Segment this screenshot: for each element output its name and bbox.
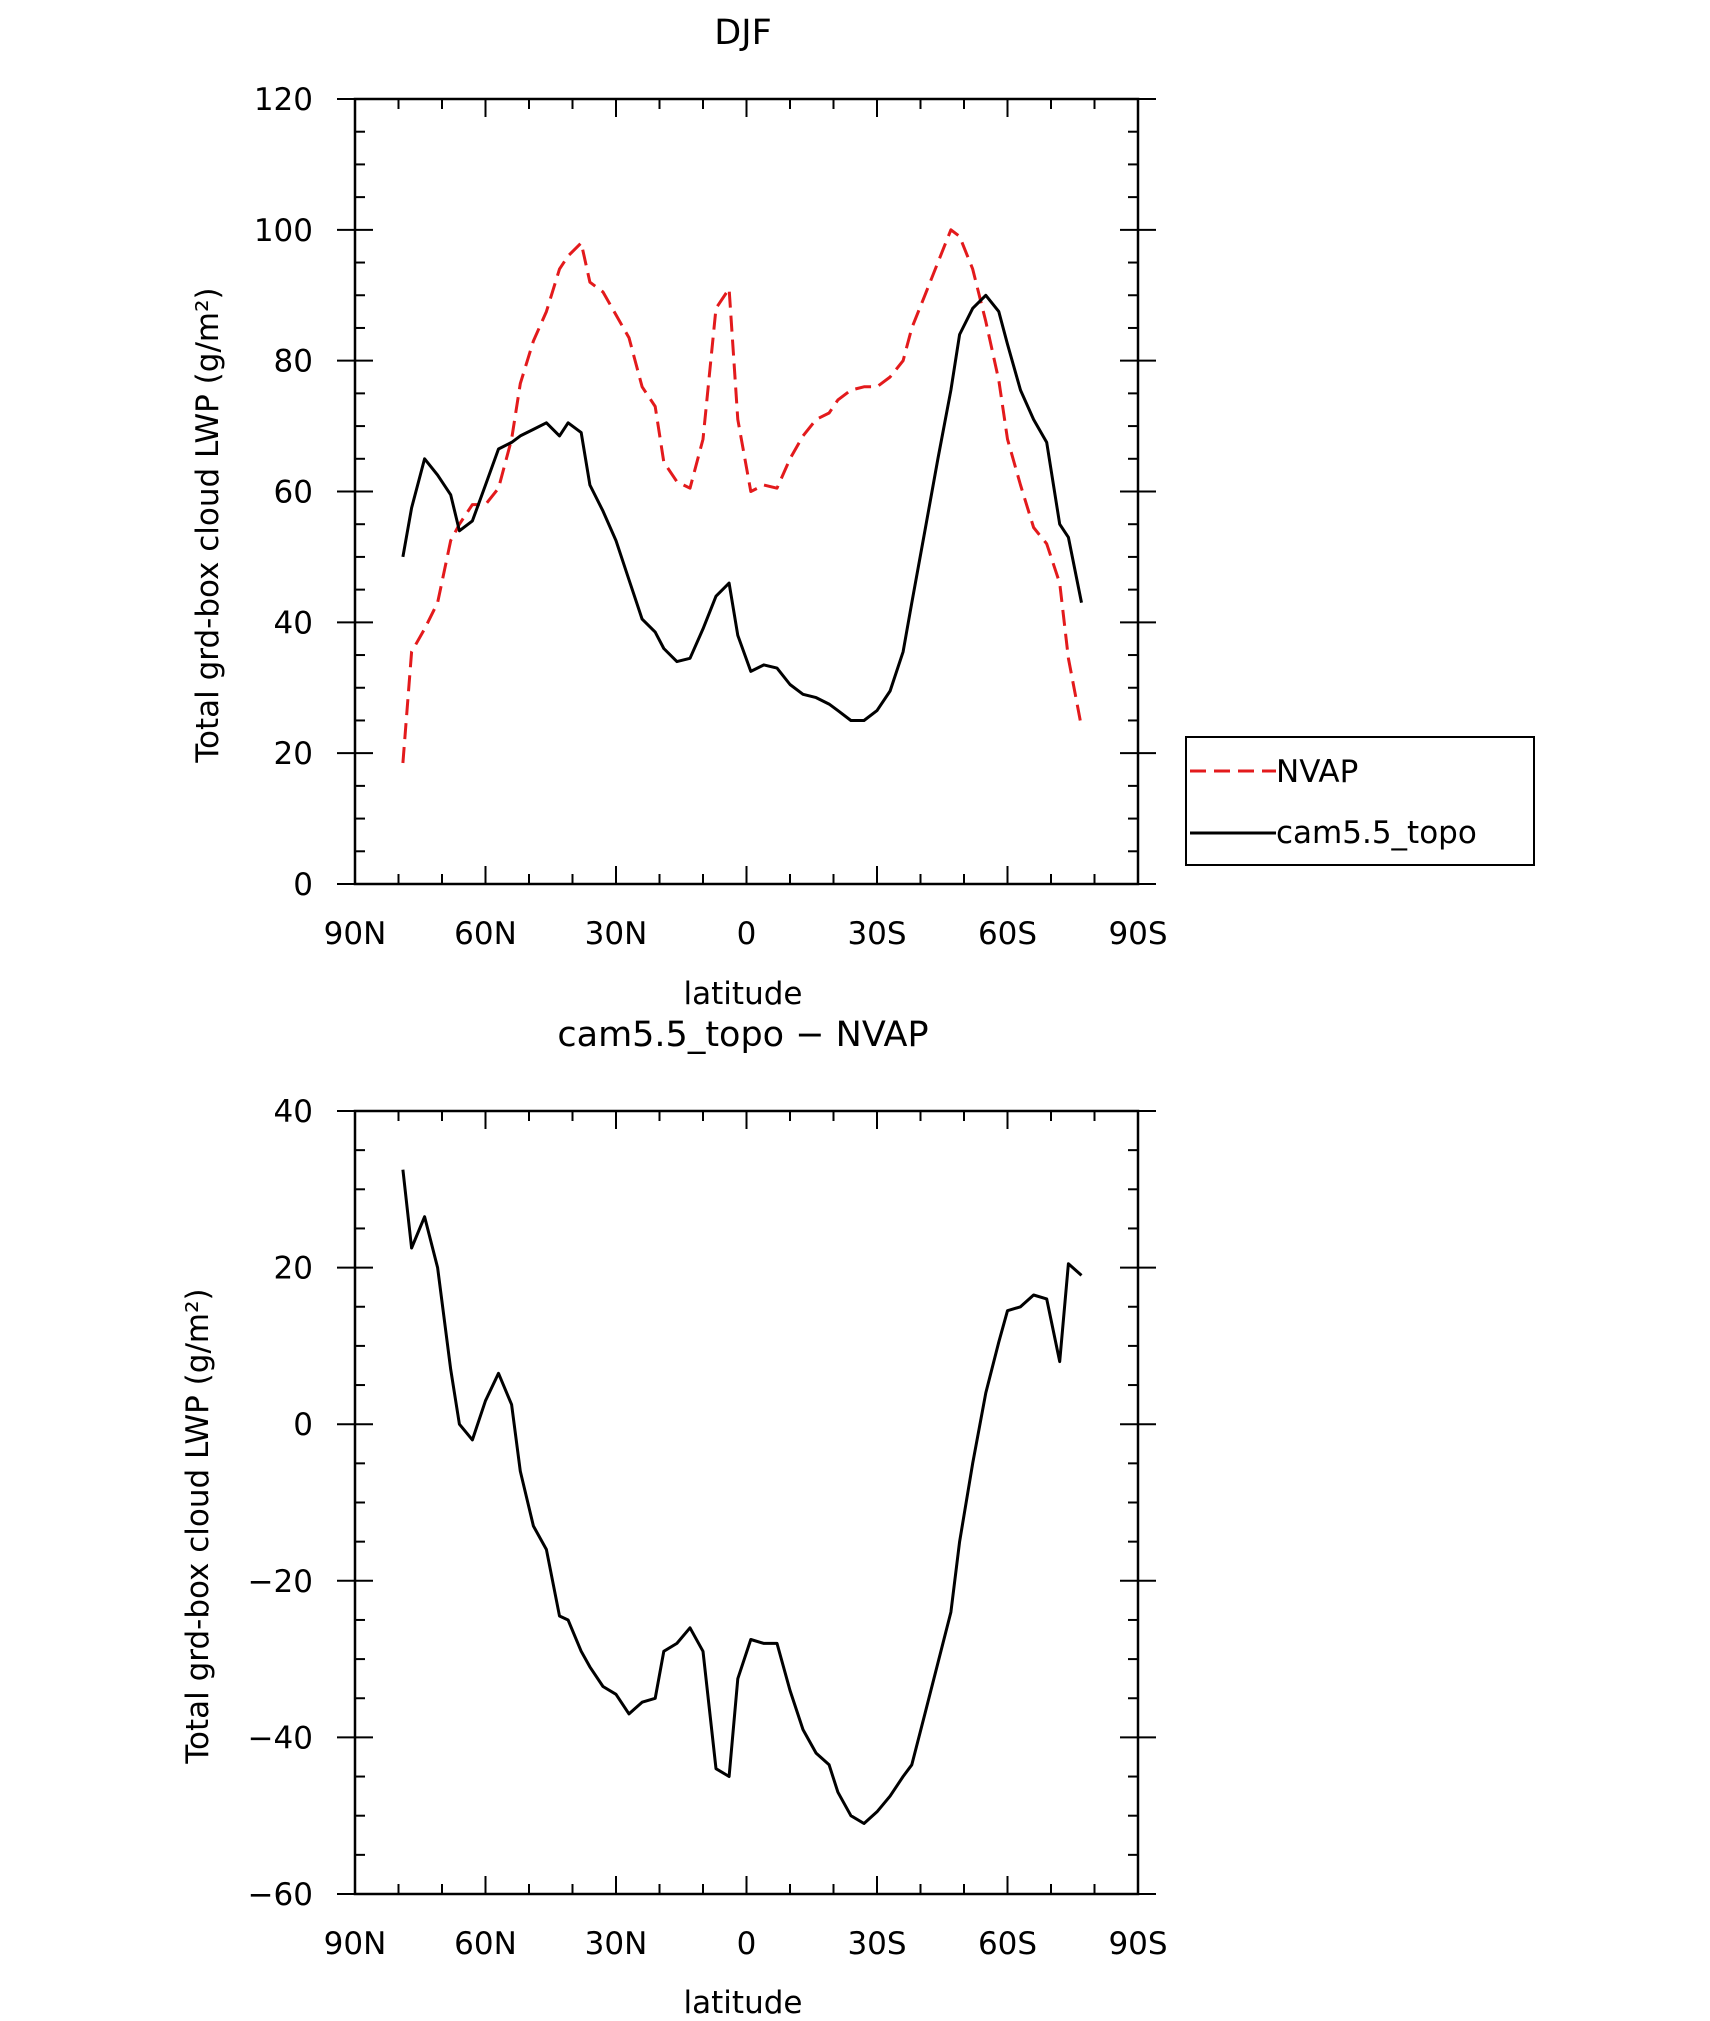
y-tick-label: 20 (274, 1251, 313, 1287)
top-y-axis-label: Total grd-box cloud LWP (g/m²) (190, 287, 226, 763)
x-tick-label: 30N (585, 1926, 648, 1962)
top-axes: 90N 60N 30N 0 30S 60S 90S 0 20 40 60 80 100 120 (254, 82, 1168, 952)
x-tick-label: 60N (454, 916, 517, 952)
x-tick-label: 90S (1108, 1926, 1167, 1962)
bottom-y-axis-label: Total grd-box cloud LWP (g/m²) (180, 1288, 216, 1764)
x-tick-label: 30N (585, 916, 648, 952)
plot-frame (353, 97, 1140, 886)
y-tick-label: 80 (274, 344, 313, 380)
bottom-axes: 90N 60N 30N 0 30S 60S 90S −60 −40 −20 0 20 40 (248, 1094, 1168, 1962)
x-tick-label: 90N (324, 1926, 387, 1962)
x-tick-label: 0 (737, 916, 757, 952)
x-tick-label: 0 (737, 1926, 757, 1962)
y-tick-label: 60 (274, 475, 313, 511)
y-tick-label: 40 (274, 605, 313, 641)
y-tick-label: 20 (274, 736, 313, 772)
y-tick-label: 0 (293, 1407, 313, 1443)
plot-frame (353, 1109, 1140, 1896)
y-tick-label: 40 (274, 1094, 313, 1130)
top-panel: DJF 90N 60N 30N 0 30S 60S 90S 0 20 40 60 80 100 120 l… (190, 13, 1535, 1012)
top-chart-title: DJF (714, 13, 771, 53)
x-tick-label: 60N (454, 1926, 517, 1962)
legend-label-nvap: NVAP (1276, 754, 1358, 790)
y-tick-label: 0 (293, 867, 313, 903)
y-tick-label: 120 (254, 82, 313, 118)
y-tick-label: −60 (248, 1877, 313, 1913)
bottom-panel: cam5.5_topo − NVAP 90N 60N 30N 0 30S 60S 90S −6… (180, 1015, 1168, 2021)
x-tick-label: 60S (978, 916, 1037, 952)
x-tick-label: 90S (1108, 916, 1167, 952)
bottom-x-axis-label: latitude (684, 1985, 803, 2021)
series-line-difference (401, 1169, 1083, 1825)
x-tick-label: 90N (324, 916, 387, 952)
y-tick-label: 100 (254, 213, 313, 249)
legend-box (1185, 736, 1535, 866)
bottom-chart-title: cam5.5_topo − NVAP (557, 1015, 928, 1055)
top-x-axis-label: latitude (684, 976, 803, 1012)
x-tick-label: 60S (978, 1926, 1037, 1962)
y-tick-label: −40 (248, 1720, 313, 1756)
legend: NVAP cam5.5_topo (1185, 736, 1535, 866)
legend-label-cam: cam5.5_topo (1276, 815, 1477, 851)
series-line-nvap (401, 228, 1083, 764)
x-tick-label: 30S (847, 1926, 906, 1962)
y-tick-label: −20 (248, 1564, 313, 1600)
x-tick-label: 30S (847, 916, 906, 952)
series-line-cam5-5-topo (401, 293, 1083, 722)
